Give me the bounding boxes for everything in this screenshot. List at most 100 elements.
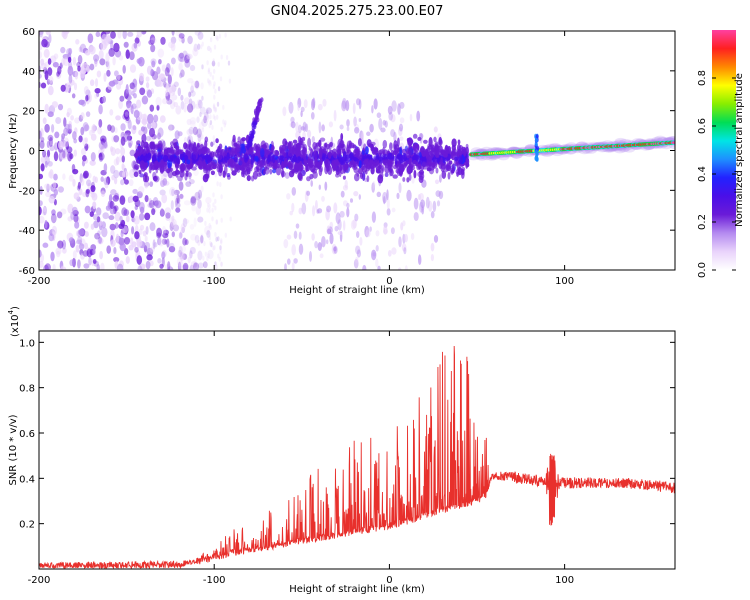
spectrogram-noise-blob bbox=[141, 118, 148, 125]
spectrogram-y-label: Frequency (Hz) bbox=[8, 113, 19, 189]
spectrogram-noise-blob bbox=[122, 31, 127, 40]
spectrogram-noise-blob bbox=[168, 85, 173, 94]
spectrogram-noise-blob bbox=[49, 80, 53, 86]
spectrogram-spread-blob bbox=[371, 211, 377, 223]
spectrogram-noise-blob bbox=[110, 146, 114, 153]
spectrogram-noise-blob bbox=[67, 56, 72, 63]
spectrogram-spike-blob bbox=[247, 142, 251, 148]
spectrogram-band-blob bbox=[133, 171, 139, 178]
spectrogram-noise-blob bbox=[183, 102, 187, 113]
spectrogram-noise-blob bbox=[213, 44, 217, 50]
spectrogram-noise-blob bbox=[113, 135, 120, 143]
spectrogram-noise-blob bbox=[73, 214, 79, 223]
spectrogram-spread-blob bbox=[383, 225, 388, 235]
spectrogram-noise-blob bbox=[94, 232, 101, 240]
spectrogram-spike-blob bbox=[249, 130, 253, 136]
spectrogram-spread-blob bbox=[384, 120, 388, 128]
spectrogram-noise-blob bbox=[209, 240, 212, 246]
spectrogram-noise-blob bbox=[218, 33, 222, 39]
spectrogram-band-blob bbox=[353, 173, 360, 182]
spectrogram-carrier-core bbox=[671, 141, 675, 144]
spectrogram-spread-blob bbox=[428, 200, 433, 212]
spectrogram-noise-blob bbox=[227, 60, 231, 66]
spectrogram-band-blob bbox=[179, 149, 184, 155]
spectrogram-band-blob bbox=[174, 169, 181, 175]
spectrogram-noise-blob bbox=[72, 250, 77, 259]
spectrogram-noise-blob bbox=[133, 92, 137, 99]
spectrogram-spread-blob bbox=[318, 184, 322, 190]
spectrogram-noise-blob bbox=[182, 237, 187, 246]
spectrogram-noise-blob bbox=[99, 58, 106, 66]
spectrogram-noise-blob bbox=[43, 264, 49, 270]
spectrogram-noise-blob bbox=[173, 81, 179, 88]
colorbar: 0.0 0.2 0.4 0.6 0.8 Normalized spectral ampl… bbox=[697, 30, 745, 278]
spectrogram-band-blob bbox=[186, 159, 191, 165]
spectrogram-noise-blob bbox=[69, 259, 75, 267]
spectrogram-band-blob bbox=[445, 147, 450, 155]
spectrogram-noise-blob bbox=[109, 207, 116, 215]
spectrogram-noise-blob bbox=[121, 163, 125, 171]
spectrogram-spread-blob bbox=[390, 114, 396, 123]
spectrogram-noise-blob bbox=[39, 215, 45, 224]
spectrogram-noise-blob bbox=[84, 205, 91, 214]
spectrogram-spread-blob bbox=[359, 236, 363, 246]
spectrogram-noise-blob bbox=[177, 87, 182, 97]
spectrogram-spread-blob bbox=[311, 233, 315, 241]
spectrogram-noise-blob bbox=[99, 220, 103, 226]
spectrogram-band-blob bbox=[198, 161, 204, 171]
spectrogram-spread-blob bbox=[287, 258, 291, 265]
spectrogram-noise-blob bbox=[113, 177, 118, 185]
spectrogram-noise-blob bbox=[44, 160, 48, 168]
spectrogram-spread-blob bbox=[325, 208, 330, 221]
spectrogram-noise-blob bbox=[216, 181, 219, 187]
spectrogram-noise-blob bbox=[161, 238, 168, 245]
spectrogram-spread-blob bbox=[305, 123, 309, 133]
spectrogram-noise-blob bbox=[110, 189, 117, 196]
spectrogram-band-blob bbox=[402, 152, 407, 160]
spectrogram-noise-blob bbox=[40, 163, 45, 172]
spectrogram-noise-blob bbox=[210, 242, 213, 248]
spectrogram-noise-blob bbox=[89, 160, 96, 166]
spectrogram-noise-blob bbox=[120, 230, 124, 238]
spectrogram-noise-blob bbox=[81, 62, 89, 68]
spectrogram-band-blob bbox=[307, 156, 311, 167]
spectrogram-noise-blob bbox=[45, 191, 52, 198]
spectrogram-noise-blob bbox=[78, 46, 83, 53]
spectrogram-noise-blob bbox=[199, 106, 206, 115]
spectrogram-noise-blob bbox=[83, 221, 89, 229]
spectrogram-spread-blob bbox=[432, 200, 437, 213]
spectrogram-noise-blob bbox=[188, 98, 193, 106]
spectrogram-band-blob bbox=[143, 172, 148, 177]
spectrogram-band-blob bbox=[395, 168, 401, 174]
spectrogram-noise-blob bbox=[169, 221, 174, 232]
spectrogram-spread-blob bbox=[355, 256, 359, 264]
spectrogram-band-blob bbox=[321, 153, 327, 161]
spectrogram-spike-blob bbox=[535, 149, 539, 155]
spectrogram-noise-blob bbox=[58, 140, 64, 150]
spectrogram-noise-blob bbox=[198, 121, 205, 131]
spectrogram-noise-blob bbox=[215, 236, 218, 242]
spectrogram-spread-blob bbox=[345, 100, 350, 112]
snr-y-multiplier-base: (x10 bbox=[10, 314, 21, 337]
spectrogram-band-blob bbox=[341, 156, 346, 166]
spectrogram-noise-blob bbox=[208, 223, 211, 228]
spectrogram-noise-blob bbox=[194, 103, 201, 109]
spectrogram-image bbox=[39, 31, 675, 270]
spectrogram-noise-blob bbox=[212, 58, 215, 64]
spectrogram-band-blob bbox=[353, 148, 358, 158]
spectrogram-noise-blob bbox=[188, 91, 192, 98]
spectrogram-noise-blob bbox=[151, 121, 156, 129]
spectrogram-noise-blob bbox=[98, 49, 104, 60]
spectrogram-spread-blob bbox=[404, 233, 408, 243]
spectrogram-noise-blob bbox=[180, 94, 184, 101]
spectrogram-band-blob bbox=[221, 158, 226, 163]
spectrogram-noise-blob bbox=[66, 82, 71, 89]
snr-x-label: Height of straight line (km) bbox=[289, 584, 425, 595]
spectrogram-noise-blob bbox=[98, 141, 105, 150]
spectrogram-noise-blob bbox=[67, 203, 74, 214]
spectrogram-noise-blob bbox=[45, 31, 51, 36]
spectrogram-spread-blob bbox=[413, 211, 419, 222]
snr-x-tick-label: 0 bbox=[386, 575, 392, 586]
spectrogram-noise-blob bbox=[67, 216, 73, 222]
spectrogram-noise-blob bbox=[217, 61, 220, 67]
